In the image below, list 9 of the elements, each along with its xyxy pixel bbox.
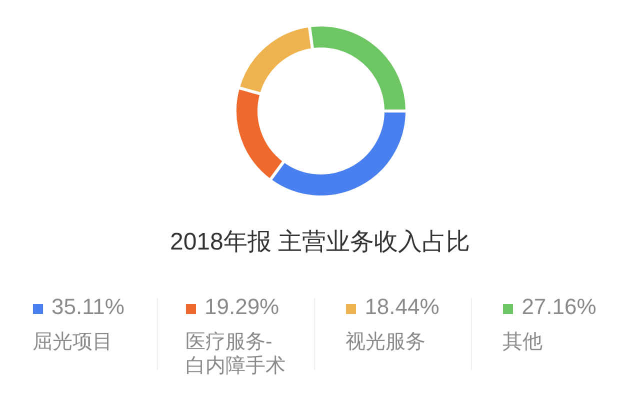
legend-label: 视光服务 [346, 330, 427, 354]
data-label: 19.29% [204, 294, 280, 319]
title: 2018年报 主营业务收入占比 [170, 228, 470, 256]
data-label: 18.44% [364, 294, 440, 319]
legend-label: 屈光项目 [32, 330, 114, 354]
data-label: 27.16% [522, 294, 596, 319]
legend-label: 医疗服务-白内障手术 [186, 330, 286, 378]
data-label: 35.11% [52, 294, 124, 319]
legend-label: 其他 [502, 330, 544, 354]
